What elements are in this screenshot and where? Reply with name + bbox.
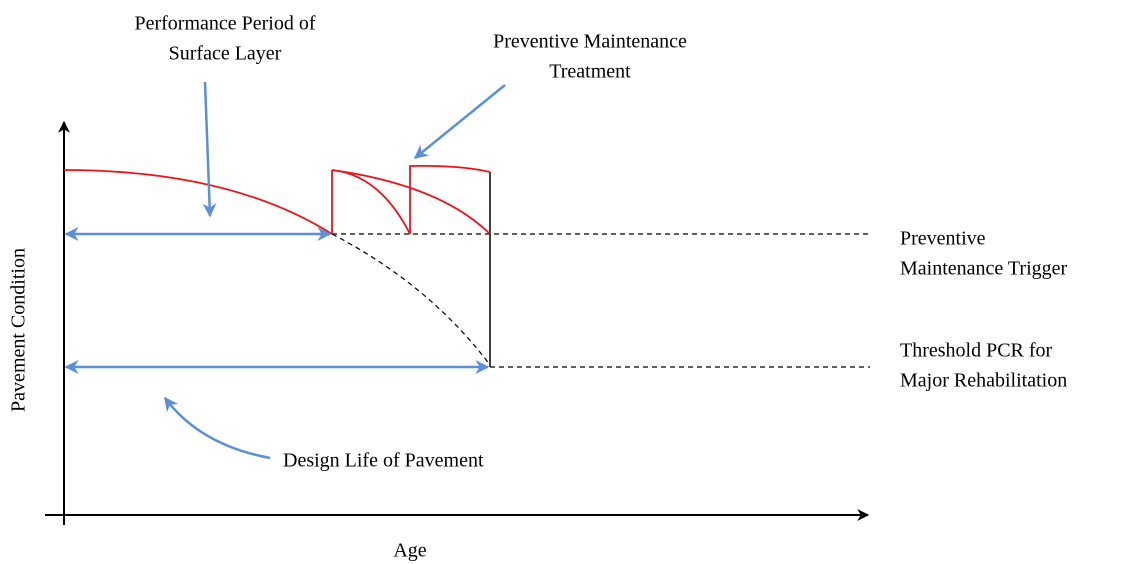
annotation: Design Life of Pavement: [283, 450, 484, 472]
annotation: Treatment: [549, 61, 631, 83]
annotation: Threshold PCR for: [900, 340, 1053, 362]
annotation: Preventive Maintenance: [493, 31, 687, 53]
axes: [45, 120, 870, 525]
annotation: Performance Period of: [134, 13, 315, 35]
x-axis-label: Age: [393, 540, 426, 562]
condition-curves: [63, 164, 491, 235]
annotation: Major Rehabilitation: [900, 370, 1067, 392]
annotation: Maintenance Trigger: [900, 258, 1068, 280]
blue-arrows: [64, 81, 506, 460]
annotation: Preventive: [900, 228, 986, 250]
annotation: Surface Layer: [169, 43, 282, 65]
threshold-lines: [331, 233, 870, 368]
y-axis-label: Pavement Condition: [8, 248, 30, 412]
